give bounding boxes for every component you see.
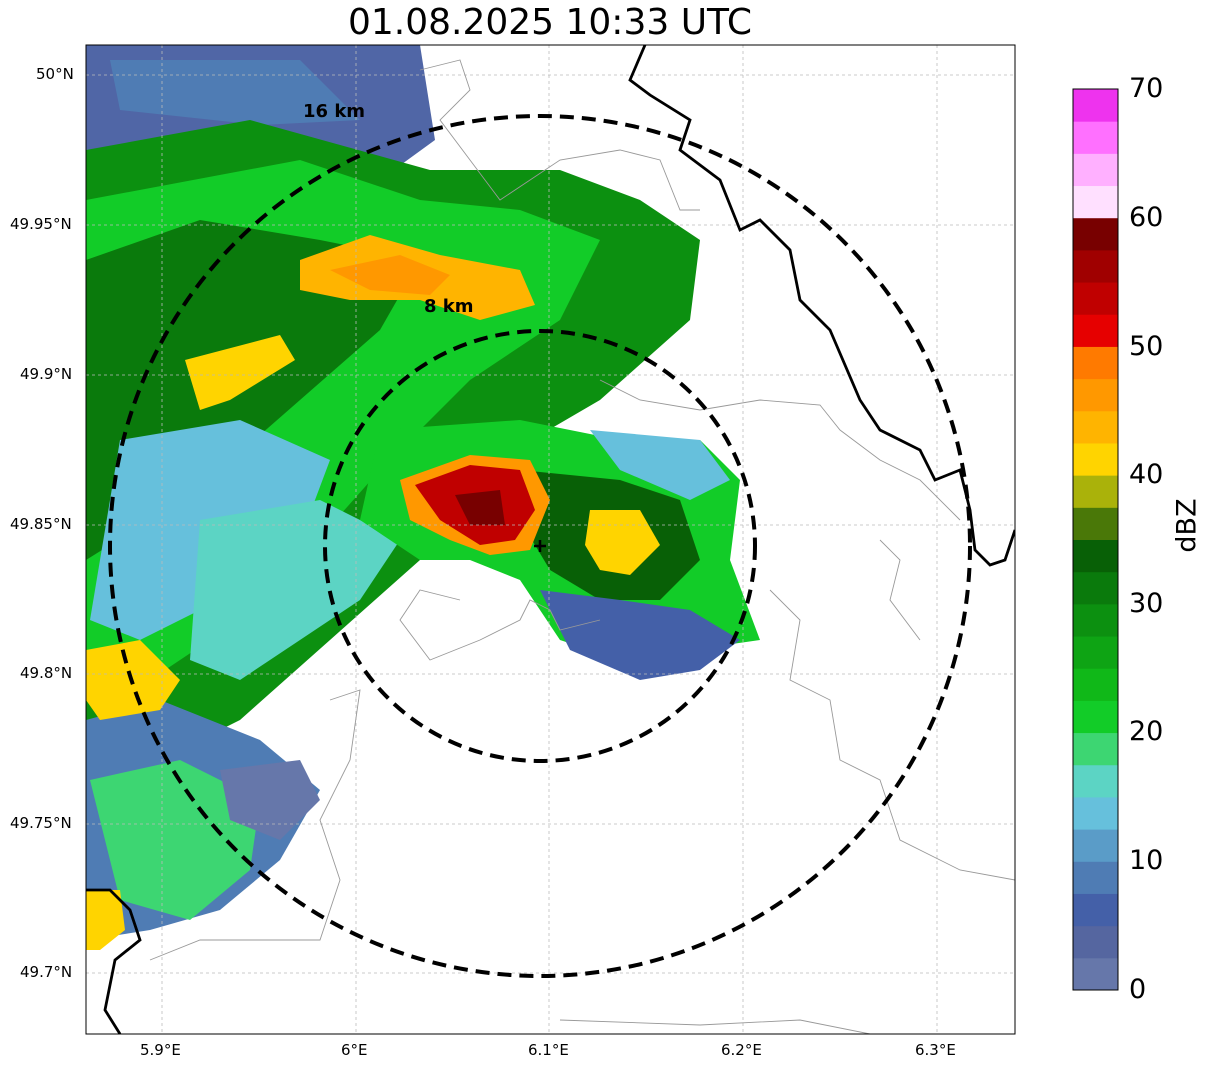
range-ring-16km xyxy=(108,114,972,978)
colorbar-tick-label: 30 xyxy=(1129,588,1164,619)
colorbar-segment xyxy=(1073,957,1118,991)
colorbar-segment xyxy=(1073,442,1118,476)
colorbar-segment xyxy=(1073,539,1118,573)
range-ring-label-16km: 16 km xyxy=(303,101,365,122)
colorbar-tick-label: 50 xyxy=(1129,331,1164,362)
lon-tick-label: 5.9°E xyxy=(140,1041,181,1059)
colorbar-segment xyxy=(1073,861,1118,894)
colorbar-segment xyxy=(1073,764,1118,798)
colorbar-segment xyxy=(1073,893,1118,927)
colorbar-segment xyxy=(1073,89,1118,122)
colorbar-segment xyxy=(1073,700,1118,734)
colorbar-segment xyxy=(1073,829,1118,862)
lon-tick-label: 6°E xyxy=(341,1041,368,1059)
lat-tick-label: 49.75°N xyxy=(10,814,72,832)
colorbar-segment xyxy=(1073,410,1118,444)
map-title: 01.08.2025 10:33 UTC xyxy=(347,2,753,43)
colorbar-segment xyxy=(1073,121,1118,154)
country-border xyxy=(86,45,1015,1034)
lon-tick-label: 6.2°E xyxy=(721,1041,762,1059)
lat-tick-label: 49.85°N xyxy=(10,515,72,533)
colorbar-unit-label: dBZ xyxy=(1171,498,1203,553)
colorbar-segment xyxy=(1073,378,1118,412)
colorbar-segment xyxy=(1073,314,1118,347)
lat-tick-label: 50°N xyxy=(36,65,74,83)
colorbar-frame xyxy=(1072,88,1119,991)
range-rings xyxy=(108,114,972,978)
range-ring-8km xyxy=(323,329,757,763)
colorbar-segment xyxy=(1073,668,1118,701)
colorbar-tick-label: 20 xyxy=(1129,716,1164,747)
reflectivity-field xyxy=(86,45,760,950)
range-ring-label-8km: 8 km xyxy=(424,296,474,317)
colorbar-segment xyxy=(1073,346,1118,380)
colorbar-segment xyxy=(1073,249,1118,283)
colorbar-segment xyxy=(1073,475,1118,508)
colorbar-segment xyxy=(1073,796,1118,830)
lat-tick-label: 49.7°N xyxy=(20,963,73,981)
colorbar-segment xyxy=(1073,571,1118,605)
admin-boundaries xyxy=(149,59,1015,1034)
colorbar-segment xyxy=(1073,925,1118,959)
colorbar-segment xyxy=(1073,507,1118,540)
colorbar-segment xyxy=(1073,153,1118,187)
colorbar-segment xyxy=(1073,217,1118,251)
colorbar-segment xyxy=(1073,185,1118,219)
colorbar-segment xyxy=(1073,282,1118,315)
colorbar-segment xyxy=(1073,636,1118,669)
map-axes-frame xyxy=(85,44,1016,1035)
lat-tick-label: 49.95°N xyxy=(10,215,72,233)
colorbar-tick-label: 40 xyxy=(1129,459,1164,490)
colorbar-tick-label: 70 xyxy=(1129,73,1164,104)
colorbar-segment xyxy=(1073,732,1118,766)
radar-site-marker xyxy=(534,540,546,552)
graticule xyxy=(86,45,1015,1034)
colorbar-tick-label: 60 xyxy=(1129,202,1164,233)
lat-tick-label: 49.8°N xyxy=(20,664,73,682)
lon-tick-label: 6.3°E xyxy=(915,1041,956,1059)
colorbar-tick-label: 10 xyxy=(1129,845,1164,876)
lon-tick-label: 6.1°E xyxy=(528,1041,569,1059)
colorbar-tick-label: 0 xyxy=(1129,974,1147,1005)
colorbar xyxy=(1073,89,1118,991)
colorbar-segment xyxy=(1073,603,1118,637)
lat-tick-label: 49.9°N xyxy=(20,365,73,383)
